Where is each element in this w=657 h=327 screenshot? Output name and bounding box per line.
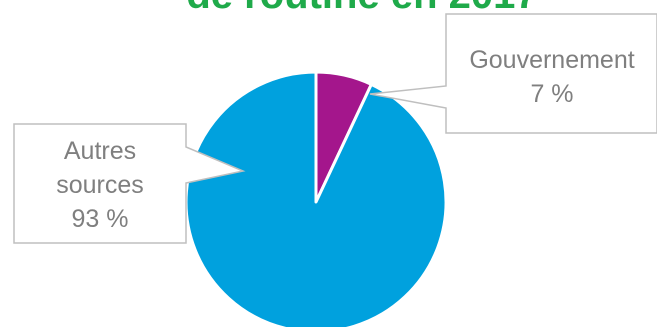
callout-autres-sources: Autres sources 93 % [13,123,246,244]
callout-gouvernement: Gouvernement 7 % [369,13,657,134]
callout-gouvernement-box [369,13,657,134]
slice-label-gouvernement: Gouvernement [469,46,634,74]
slice-value-autres-sources: 93 % [72,205,129,233]
slice-label-autres-line1: Autres [64,137,136,165]
pie-slice-autres-sources [184,70,448,327]
callout-autres-sources-box [13,123,246,244]
slice-label-autres-line2: sources [56,171,144,199]
pie-slices [184,70,448,327]
chart-title: de routine en 2017 [186,0,537,17]
slice-value-gouvernement: 7 % [530,80,573,108]
